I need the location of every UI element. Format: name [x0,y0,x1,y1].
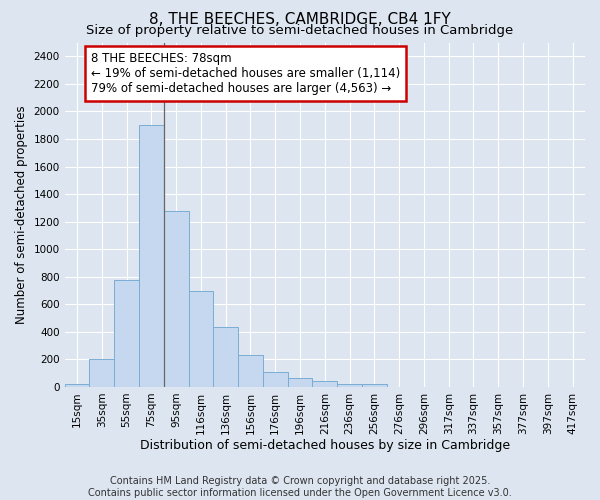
Y-axis label: Number of semi-detached properties: Number of semi-detached properties [15,106,28,324]
Bar [362,384,387,387]
Text: 8, THE BEECHES, CAMBRIDGE, CB4 1FY: 8, THE BEECHES, CAMBRIDGE, CB4 1FY [149,12,451,28]
Bar [263,372,287,387]
Text: Contains HM Land Registry data © Crown copyright and database right 2025.
Contai: Contains HM Land Registry data © Crown c… [88,476,512,498]
Bar [65,384,89,387]
Bar [139,125,164,387]
Bar [89,360,114,387]
X-axis label: Distribution of semi-detached houses by size in Cambridge: Distribution of semi-detached houses by … [140,440,510,452]
Bar [188,290,214,387]
Bar [214,327,238,387]
Bar [287,378,313,387]
Text: Size of property relative to semi-detached houses in Cambridge: Size of property relative to semi-detach… [86,24,514,37]
Bar [114,280,139,387]
Bar [238,356,263,387]
Bar [164,212,188,387]
Text: 8 THE BEECHES: 78sqm
← 19% of semi-detached houses are smaller (1,114)
79% of se: 8 THE BEECHES: 78sqm ← 19% of semi-detac… [91,52,400,95]
Bar [337,384,362,387]
Bar [313,382,337,387]
